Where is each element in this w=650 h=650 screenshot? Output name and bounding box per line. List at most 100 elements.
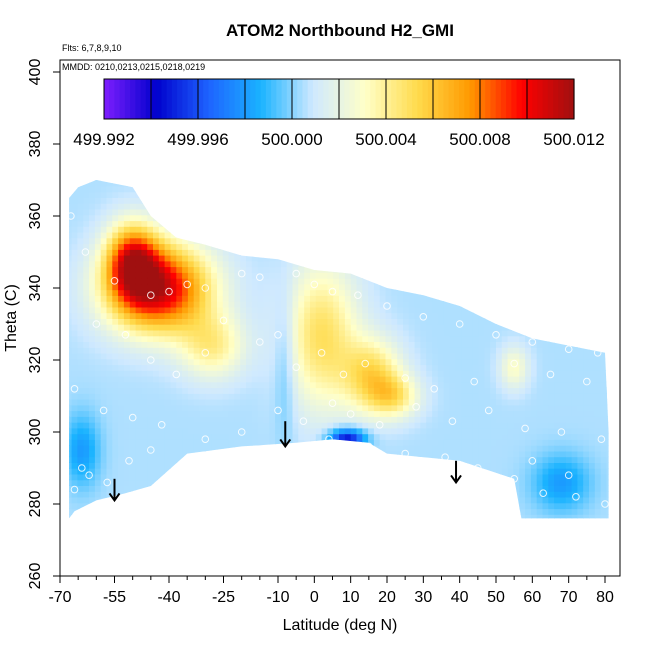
heatmap-cell xyxy=(199,502,206,510)
heatmap-cell xyxy=(310,260,317,268)
heatmap-cell xyxy=(478,295,486,302)
heatmap-cell xyxy=(496,214,503,222)
heatmap-cell xyxy=(89,185,96,193)
heatmap-cell xyxy=(391,277,398,285)
heatmap-cell xyxy=(403,191,410,198)
heatmap-cell xyxy=(304,306,311,314)
heatmap-cell xyxy=(147,479,154,486)
heatmap-cell xyxy=(280,324,288,331)
heatmap-cell xyxy=(403,318,410,325)
heatmap-cell xyxy=(187,387,195,394)
heatmap-cell xyxy=(310,381,317,389)
heatmap-cell xyxy=(77,266,84,273)
heatmap-cell xyxy=(339,335,346,342)
heatmap-cell xyxy=(286,208,294,216)
heatmap-cell xyxy=(339,180,346,181)
heatmap-cell xyxy=(356,266,363,273)
heatmap-cell xyxy=(362,180,369,181)
heatmap-cell xyxy=(484,502,491,510)
heatmap-cell xyxy=(199,387,206,394)
heatmap-cell xyxy=(141,318,148,325)
heatmap-cell xyxy=(269,398,276,406)
heatmap-cell xyxy=(164,404,172,412)
heatmap-cell xyxy=(362,341,369,348)
heatmap-cell xyxy=(467,169,474,176)
heatmap-cell xyxy=(234,514,241,519)
heatmap-cell xyxy=(95,520,102,527)
heatmap-cell xyxy=(165,169,172,176)
heatmap-cell xyxy=(414,318,422,325)
heatmap-cell xyxy=(321,404,329,412)
heatmap-cell xyxy=(141,341,148,348)
heatmap-cell xyxy=(164,347,172,354)
heatmap-cell xyxy=(286,468,294,475)
heatmap-cell xyxy=(426,306,433,314)
heatmap-cell xyxy=(344,456,352,463)
heatmap-cell xyxy=(292,277,299,285)
heatmap-cell xyxy=(298,375,305,383)
heatmap-cell xyxy=(83,169,90,176)
heatmap-cell xyxy=(170,197,177,204)
heatmap-cell xyxy=(251,318,259,325)
heatmap-cell xyxy=(461,445,468,452)
heatmap-cell xyxy=(275,266,282,273)
heatmap-cell xyxy=(490,249,497,256)
heatmap-cell xyxy=(176,364,183,371)
heatmap-cell xyxy=(315,180,323,181)
heatmap-cell xyxy=(362,404,369,412)
heatmap-cell xyxy=(373,249,381,256)
heatmap-cell xyxy=(246,445,253,452)
heatmap-cell xyxy=(234,220,241,227)
heatmap-cell xyxy=(147,416,154,423)
heatmap-cell xyxy=(246,335,253,342)
heatmap-cell xyxy=(391,456,398,463)
heatmap-cell xyxy=(350,450,358,458)
heatmap-cell xyxy=(321,289,329,296)
heatmap-cell xyxy=(339,266,346,273)
heatmap-cell xyxy=(507,502,515,510)
heatmap-cell xyxy=(426,214,433,222)
heatmap-cell xyxy=(135,260,143,268)
heatmap-cell xyxy=(472,312,480,319)
heatmap-cell xyxy=(432,226,439,233)
heatmap-cell xyxy=(368,427,375,435)
heatmap-cell xyxy=(420,312,427,319)
heatmap-cell xyxy=(339,191,346,198)
colorbar-segment xyxy=(177,79,183,119)
heatmap-cell xyxy=(426,473,433,481)
heatmap-cell xyxy=(356,324,363,331)
heatmap-cell xyxy=(153,410,160,417)
heatmap-cell xyxy=(182,445,189,452)
heatmap-cell xyxy=(426,375,433,383)
heatmap-cell xyxy=(507,301,515,308)
heatmap-cell xyxy=(71,445,79,452)
heatmap-cell xyxy=(356,421,363,429)
heatmap-cell xyxy=(199,462,206,469)
heatmap-cell xyxy=(292,508,299,515)
heatmap-cell xyxy=(478,410,486,417)
heatmap-cell xyxy=(94,456,102,463)
heatmap-cell xyxy=(153,283,160,291)
heatmap-cell xyxy=(182,410,189,417)
heatmap-cell xyxy=(379,468,387,475)
heatmap-cell xyxy=(403,410,410,417)
heatmap-cell xyxy=(246,514,253,519)
heatmap-cell xyxy=(228,266,236,273)
heatmap-cell xyxy=(437,324,445,331)
heatmap-cell xyxy=(280,208,288,216)
heatmap-cell xyxy=(158,266,166,273)
heatmap-cell xyxy=(170,208,177,216)
heatmap-cell xyxy=(246,381,253,389)
heatmap-cell xyxy=(501,370,509,377)
heatmap-cell xyxy=(222,370,230,377)
heatmap-cell xyxy=(443,266,451,273)
heatmap-cell xyxy=(484,191,491,198)
heatmap-cell xyxy=(193,491,201,498)
heatmap-cell xyxy=(257,185,265,193)
heatmap-cell xyxy=(333,456,340,463)
heatmap-cell xyxy=(350,473,358,481)
heatmap-cell xyxy=(176,306,183,314)
heatmap-cell xyxy=(269,214,276,222)
heatmap-cell xyxy=(217,237,224,245)
heatmap-cell xyxy=(135,462,143,469)
